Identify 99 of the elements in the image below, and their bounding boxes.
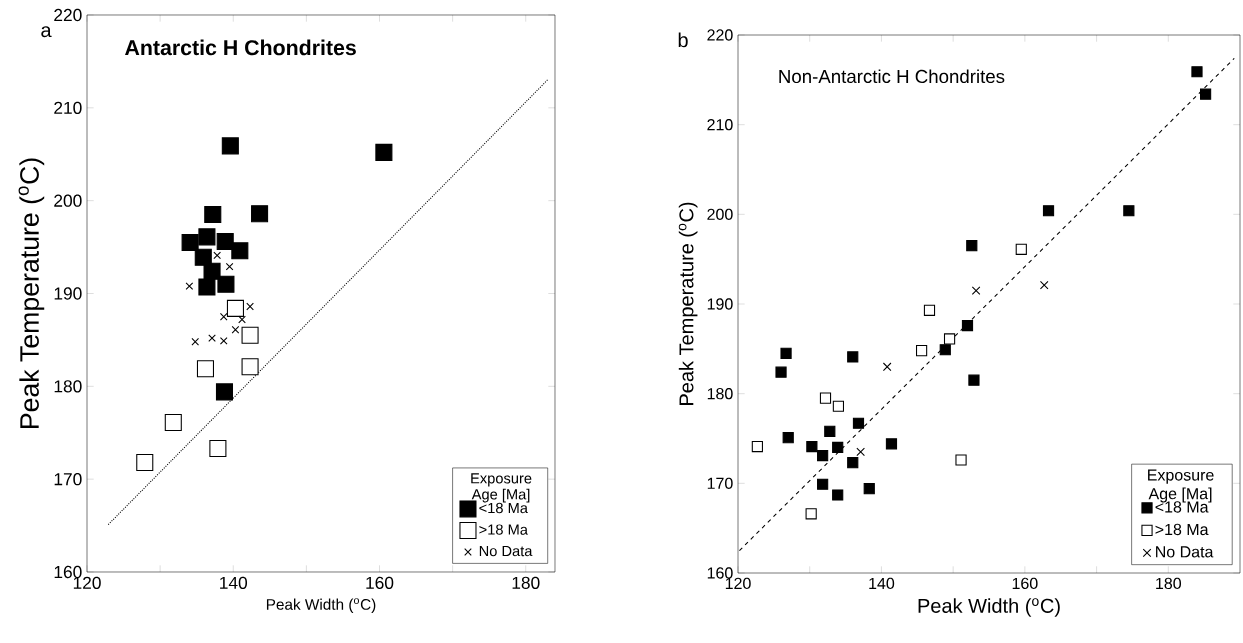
point: [238, 315, 246, 324]
point: [198, 278, 216, 296]
x-tick-label: 180: [512, 576, 540, 589]
y-tick-label: 210: [54, 101, 82, 114]
point: [191, 337, 200, 346]
y-axis-title: Peak Temperature ($^{o}$C): [678, 202, 698, 405]
x-tick-label: 160: [366, 576, 394, 589]
point: [817, 449, 829, 462]
point: [241, 358, 259, 376]
y-tick-label: 190: [54, 287, 82, 300]
point: [194, 248, 212, 266]
point: [847, 351, 859, 363]
point: [805, 508, 817, 520]
point: [185, 282, 194, 290]
point: [231, 325, 240, 334]
point: [939, 344, 951, 356]
point: [181, 233, 199, 251]
point: [971, 286, 981, 295]
point: [961, 319, 974, 332]
point: [225, 262, 234, 271]
point: [775, 366, 787, 378]
legend-label: >18 Ma: [1155, 523, 1209, 536]
point: [882, 362, 892, 372]
point: [751, 440, 763, 453]
x-tick-label: 120: [725, 577, 751, 590]
point: [1191, 66, 1203, 78]
x-tick-label: 140: [869, 577, 895, 590]
point: [219, 337, 228, 345]
point: [856, 447, 865, 457]
y-tick-label: 180: [707, 388, 733, 400]
legend-label: No Data: [479, 545, 533, 557]
point: [375, 143, 393, 161]
point: [817, 478, 829, 490]
point: [885, 438, 898, 450]
point: [1015, 243, 1027, 255]
point: [943, 333, 956, 345]
point: [1042, 205, 1055, 217]
point: [204, 206, 222, 224]
point: [203, 262, 221, 280]
y-tick-label: 220: [707, 29, 733, 41]
point: [231, 242, 249, 260]
y-tick-label: 170: [54, 473, 82, 486]
point: [219, 312, 228, 321]
point: [915, 345, 928, 357]
point: [136, 453, 154, 471]
y-tick-label: 190: [707, 298, 733, 310]
point: [251, 205, 269, 223]
legend-title: Exposure Age [Ma]: [471, 473, 532, 503]
point: [782, 432, 794, 444]
point: [241, 326, 259, 344]
x-tick-label: 160: [1012, 577, 1038, 590]
y-tick-label: 200: [707, 208, 733, 220]
point: [221, 137, 239, 155]
x-axis-title: Peak Width ($^{o}$C): [266, 598, 376, 613]
point: [198, 228, 216, 246]
legend-label: No Data: [1156, 546, 1214, 558]
point: [863, 483, 875, 495]
point: [847, 457, 859, 469]
point: [246, 302, 254, 311]
y-tick-label: 210: [707, 119, 733, 131]
point: [780, 347, 792, 359]
point: [164, 414, 182, 432]
point: [832, 489, 844, 501]
point: [196, 360, 214, 378]
y-tick-label: 170: [707, 477, 733, 489]
point: [832, 400, 845, 412]
legend-label: <18 Ma: [479, 502, 528, 514]
point: [832, 441, 844, 454]
point: [1199, 88, 1212, 100]
y-tick-label: 220: [54, 8, 82, 22]
point: [966, 240, 978, 252]
point: [806, 440, 818, 453]
point: [819, 392, 832, 404]
point: [852, 417, 865, 429]
text: Non-Antarctic H Chondrites: [779, 69, 1005, 84]
point: [209, 439, 227, 458]
x-axis-title: Peak Width ($^{o}$C): [918, 598, 1060, 617]
y-tick-label: 200: [54, 194, 82, 207]
point: [1123, 205, 1135, 217]
point: [215, 383, 234, 401]
point: [968, 374, 980, 386]
y-axis-title: Peak Temperature ($^{o}$C): [18, 158, 45, 428]
point: [213, 251, 221, 260]
point: [226, 299, 244, 317]
y-tick-label: 180: [54, 380, 82, 393]
text: a: [41, 26, 52, 38]
point: [1039, 280, 1049, 290]
text: Antarctic H Chondrites: [125, 39, 356, 56]
point: [208, 334, 216, 342]
x-tick-label: 140: [220, 576, 248, 589]
y-tick-label: 160: [707, 567, 733, 579]
point: [216, 232, 234, 251]
x-tick-label: 180: [1156, 577, 1182, 590]
point: [217, 275, 235, 293]
point: [824, 425, 836, 437]
point: [923, 304, 936, 316]
legend-label: >18 Ma: [479, 524, 528, 535]
point: [955, 454, 967, 466]
text: b: [678, 32, 688, 48]
